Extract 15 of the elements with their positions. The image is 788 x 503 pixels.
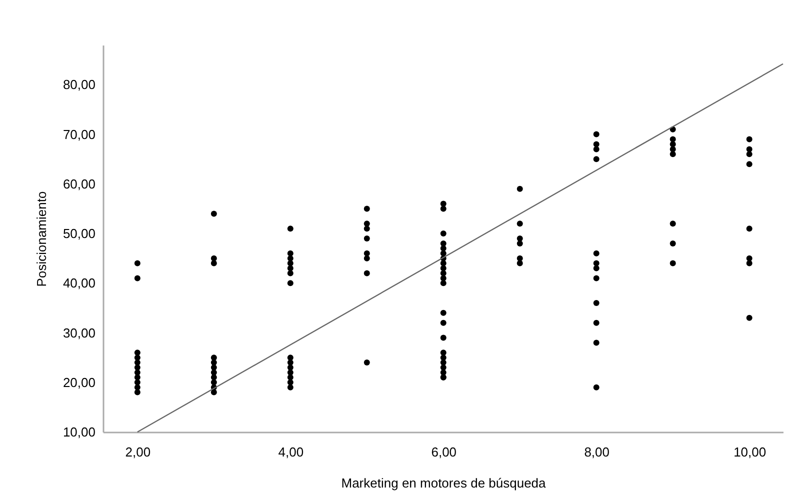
x-tick-label: 8,00 bbox=[584, 444, 610, 460]
x-tick-label: 4,00 bbox=[278, 444, 304, 460]
x-tick-label: 6,00 bbox=[431, 444, 457, 460]
y-tick-label: 20,00 bbox=[62, 374, 96, 390]
y-tick-label: 80,00 bbox=[62, 77, 96, 92]
y-tick-label: 70,00 bbox=[62, 126, 96, 142]
x-tick-label: 2,00 bbox=[125, 444, 151, 460]
y-tick-label: 30,00 bbox=[62, 325, 96, 340]
y-tick-label: 60,00 bbox=[62, 176, 96, 192]
y-tick-label: 40,00 bbox=[62, 276, 96, 291]
y-tick-label: 10,00 bbox=[62, 424, 96, 440]
x-tick-label: 10,00 bbox=[734, 444, 766, 460]
y-tick-label: 50,00 bbox=[62, 226, 96, 242]
x-axis-title: Marketing en motores de búsqueda bbox=[341, 476, 547, 490]
y-axis-title: Posicionamiento bbox=[34, 191, 49, 287]
